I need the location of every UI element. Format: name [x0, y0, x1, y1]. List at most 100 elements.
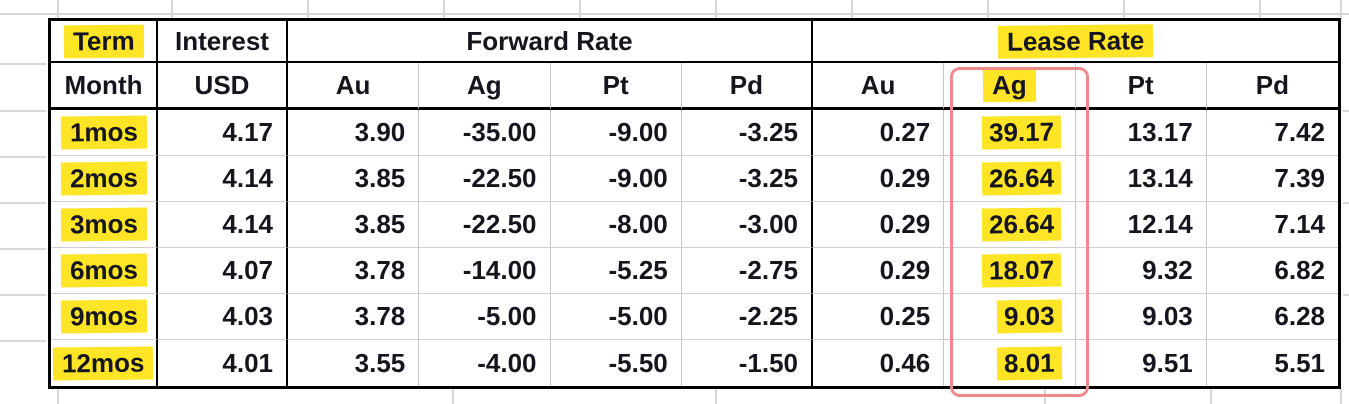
gridline [0, 294, 46, 296]
lease-ag-cell[interactable]: 9.03 [944, 294, 1076, 340]
interest-cell[interactable]: 4.01 [158, 340, 288, 386]
gridline [1343, 294, 1349, 296]
fwd-pt-cell[interactable]: -5.25 [550, 248, 682, 294]
lease-ag-value-highlight: 39.17 [982, 115, 1062, 150]
fwd-ag-cell[interactable]: -4.00 [419, 340, 551, 386]
fwd-au-cell[interactable]: 3.85 [288, 202, 420, 248]
gridline [0, 110, 46, 112]
lease-ag-header[interactable]: Ag [944, 63, 1076, 110]
lease-pd-cell[interactable]: 7.39 [1206, 156, 1338, 202]
fwd-ag-cell[interactable]: -22.50 [419, 202, 551, 248]
interest-cell[interactable]: 4.17 [158, 110, 288, 156]
gridline [715, 0, 717, 18]
lease-au-cell[interactable]: 0.29 [813, 156, 945, 202]
gridline [1343, 202, 1349, 204]
fwd-ag-cell[interactable]: -22.50 [419, 156, 551, 202]
fwd-pt-cell[interactable]: -5.50 [551, 340, 682, 386]
lease-ag-cell[interactable]: 26.64 [944, 202, 1076, 248]
fwd-au-cell[interactable]: 3.78 [288, 294, 420, 340]
gridline [1340, 389, 1342, 404]
term-cell[interactable]: 2mos [51, 156, 158, 202]
fwd-pd-cell[interactable]: -2.75 [681, 248, 813, 294]
gridline [1123, 0, 1125, 18]
fwd-ag-header[interactable]: Ag [419, 63, 551, 110]
lease-pt-cell[interactable]: 13.14 [1075, 156, 1207, 202]
fwd-pt-header[interactable]: Pt [550, 63, 682, 110]
lease-pd-cell[interactable]: 5.51 [1274, 347, 1325, 378]
gridline [57, 389, 59, 404]
term-highlight: 2mos [60, 161, 147, 196]
fwd-au-cell[interactable]: 3.90 [288, 110, 420, 156]
term-highlight: 9mos [60, 299, 147, 334]
lease-pd-cell[interactable]: 6.82 [1206, 248, 1338, 294]
gridline [1340, 0, 1342, 18]
term-cell[interactable]: 3mos [51, 202, 158, 248]
fwd-pt-cell[interactable]: -9.00 [550, 110, 682, 156]
term-cell[interactable]: 9mos [51, 294, 158, 340]
interest-group-header[interactable]: Interest [158, 21, 288, 63]
interest-cell[interactable]: 4.14 [158, 202, 288, 248]
lease-pt-cell[interactable]: 9.51 [1076, 340, 1207, 386]
lease-ag-cell[interactable]: 18.07 [944, 248, 1076, 294]
fwd-pd-cell[interactable]: -3.25 [681, 156, 813, 202]
lease-au-cell[interactable]: 0.27 [813, 110, 945, 156]
lease-pt-cell[interactable]: 9.32 [1075, 248, 1207, 294]
fwd-pt-cell[interactable]: -5.00 [550, 294, 682, 340]
gridline [452, 389, 454, 404]
lease-au-header[interactable]: Au [813, 63, 945, 110]
fwd-pd-cell[interactable]: -3.25 [681, 110, 813, 156]
lease-ag-value-highlight: 8.01 [996, 346, 1062, 380]
fwd-pt-cell[interactable]: -8.00 [550, 202, 682, 248]
gridline [0, 202, 46, 204]
lease-ag-cell[interactable]: 26.64 [944, 156, 1076, 202]
term-cell[interactable]: 6mos [51, 248, 158, 294]
fwd-ag-cell[interactable]: -35.00 [419, 110, 551, 156]
lease-pt-header[interactable]: Pt [1075, 63, 1207, 110]
fwd-pd-cell[interactable]: -3.00 [681, 202, 813, 248]
fwd-pd-cell[interactable]: -1.50 [682, 340, 813, 386]
lease-pd-cell[interactable]: 7.42 [1206, 110, 1338, 156]
fwd-pt-cell[interactable]: -9.00 [550, 156, 682, 202]
fwd-au-header[interactable]: Au [288, 63, 420, 110]
fwd-pd-cell[interactable]: -2.25 [681, 294, 813, 340]
interest-cell[interactable]: 4.14 [158, 156, 288, 202]
gridline [987, 0, 989, 18]
usd-header[interactable]: USD [158, 63, 288, 110]
term-group-header[interactable]: Term [51, 21, 158, 63]
gridline [0, 63, 46, 65]
fwd-ag-cell[interactable]: -14.00 [419, 248, 551, 294]
fwd-au-cell[interactable]: 3.55 [288, 340, 420, 386]
lease-ag-value-highlight: 26.64 [982, 207, 1062, 242]
term-cell[interactable]: 1mos [51, 110, 158, 156]
forward-rate-group-header[interactable]: Forward Rate [288, 21, 813, 63]
gridline [1210, 389, 1212, 404]
fwd-ag-cell[interactable]: -5.00 [419, 294, 551, 340]
lease-pt-cell[interactable]: 12.14 [1075, 202, 1207, 248]
lease-ag-cell[interactable]: 8.01 [944, 340, 1076, 386]
lease-au-cell[interactable]: 0.46 [813, 340, 945, 386]
lease-pd-cell[interactable]: 7.14 [1206, 202, 1338, 248]
interest-cell[interactable]: 4.07 [158, 248, 288, 294]
lease-au-cell[interactable]: 0.29 [813, 248, 945, 294]
lease-ag-value-highlight: 26.64 [982, 161, 1062, 196]
lease-rate-highlight: Lease Rate [997, 23, 1154, 59]
lease-pd-cell[interactable]: 6.28 [1206, 294, 1338, 340]
rates-table: Term Interest Forward Rate Lease Rate Mo… [48, 18, 1341, 389]
lease-pt-cell[interactable]: 13.17 [1075, 110, 1207, 156]
fwd-au-cell[interactable]: 3.85 [288, 156, 420, 202]
interest-cell[interactable]: 4.03 [158, 294, 288, 340]
lease-ag-cell[interactable]: 39.17 [944, 110, 1076, 156]
lease-au-cell[interactable]: 0.25 [813, 294, 945, 340]
gridline [851, 0, 853, 18]
gridline [1343, 110, 1349, 112]
month-header[interactable]: Month [51, 63, 158, 110]
term-cell[interactable]: 12mos [51, 340, 158, 386]
lease-au-cell[interactable]: 0.29 [813, 202, 945, 248]
fwd-pd-header[interactable]: Pd [681, 63, 813, 110]
lease-ag-highlight: Ag [982, 68, 1036, 102]
lease-pd-header[interactable]: Pd [1206, 63, 1338, 110]
lease-rate-group-header[interactable]: Lease Rate [813, 21, 1338, 63]
fwd-au-cell[interactable]: 3.78 [288, 248, 420, 294]
lease-pt-cell[interactable]: 9.03 [1075, 294, 1207, 340]
gridline [0, 156, 46, 158]
